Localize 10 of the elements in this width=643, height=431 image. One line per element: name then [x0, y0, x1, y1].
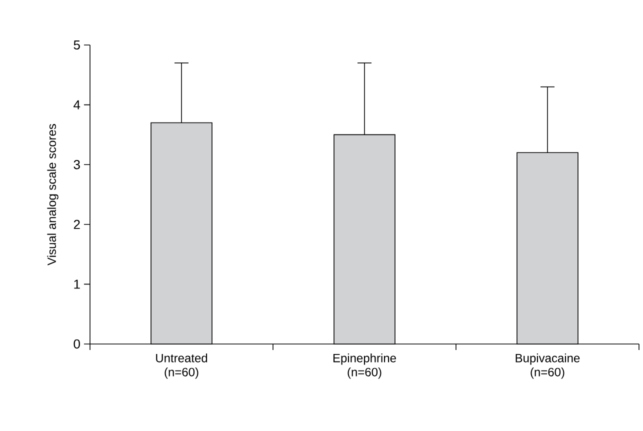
y-tick-label: 5: [74, 40, 80, 50]
x-tick-label: Untreated (n=60): [156, 354, 208, 379]
y-tick-label: 2: [74, 220, 80, 229]
x-tick-label: Epinephrine (n=60): [333, 354, 396, 379]
x-tick-label: Bupivacaine (n=60): [516, 354, 580, 379]
y-tick-label: 4: [74, 100, 80, 110]
y-tick-label: 0: [74, 339, 80, 349]
y-axis-title: Visual analog scale scores: [47, 124, 58, 266]
y-tick-label: 3: [74, 160, 80, 170]
y-tick-label: 1: [74, 280, 80, 289]
